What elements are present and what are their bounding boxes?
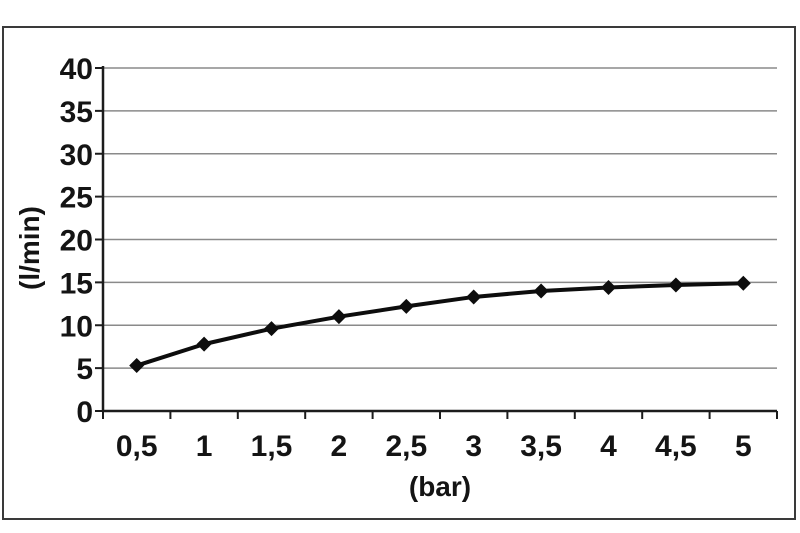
x-tick-label: 2 xyxy=(331,430,348,463)
y-tick-label: 10 xyxy=(60,310,93,343)
x-tick-label: 3 xyxy=(465,430,482,463)
x-tick-label: 2,5 xyxy=(385,430,427,463)
x-tick-label: 1 xyxy=(196,430,213,463)
x-tick-label: 0,5 xyxy=(116,430,158,463)
y-tick-label: 30 xyxy=(60,139,93,172)
x-tick-label: 4,5 xyxy=(655,430,697,463)
x-tick-label: 1,5 xyxy=(251,430,293,463)
series-line xyxy=(136,281,744,368)
data-point-marker xyxy=(533,283,549,299)
y-tick-label: 15 xyxy=(60,267,93,300)
data-point-marker xyxy=(668,277,684,293)
y-tick-label: 20 xyxy=(60,225,93,258)
data-point-marker xyxy=(129,358,145,374)
data-point-marker xyxy=(735,275,751,291)
data-point-marker xyxy=(196,336,212,352)
data-point-marker xyxy=(398,298,414,314)
y-tick-label: 5 xyxy=(76,353,93,386)
y-tick-label: 35 xyxy=(60,96,93,129)
y-tick-label: 40 xyxy=(60,53,93,86)
data-point-marker xyxy=(466,289,482,305)
x-tick-label: 4 xyxy=(600,430,617,463)
x-axis-title: (bar) xyxy=(408,471,472,502)
data-point-marker xyxy=(264,321,279,337)
data-point-marker xyxy=(331,309,347,325)
x-tick-label: 5 xyxy=(735,430,752,463)
y-axis-title: (l/min) xyxy=(14,206,45,290)
x-tick-label: 3,5 xyxy=(520,430,562,463)
y-tick-label: 25 xyxy=(60,182,93,215)
data-point-marker xyxy=(601,280,616,296)
chart-frame xyxy=(2,26,796,520)
y-tick-label: 0 xyxy=(76,396,93,429)
